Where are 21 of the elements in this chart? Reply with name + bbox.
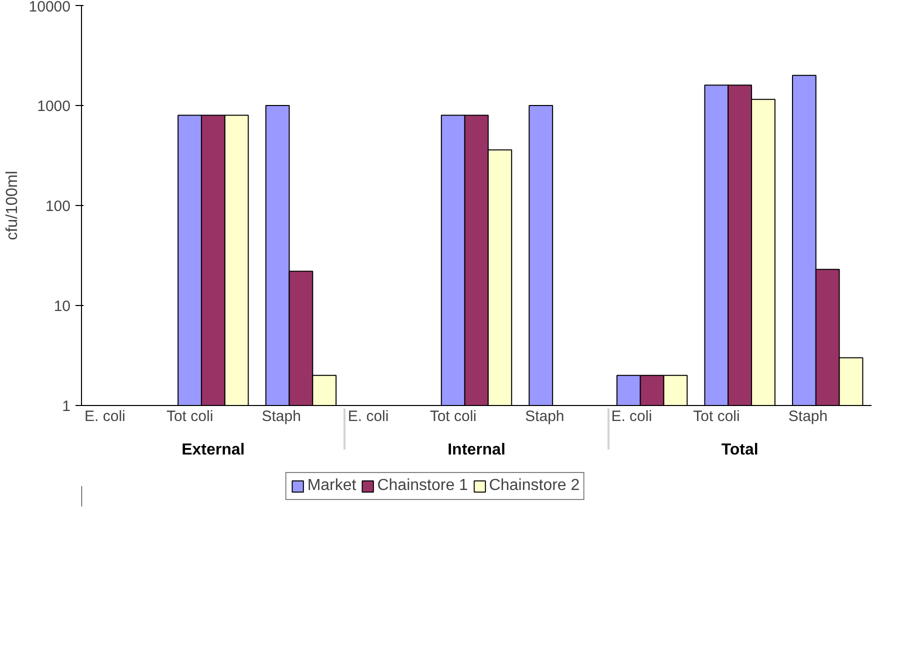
x-tick-label: E. coli [84, 408, 126, 425]
y-axis-title: cfu/100ml [4, 170, 21, 240]
x-tick-label: Tot coli [166, 408, 214, 425]
y-tick-label: 1000 [37, 98, 71, 115]
text: External [182, 442, 245, 458]
x-tick-label: Staph [788, 408, 828, 425]
x-tick-label: Staph [262, 408, 301, 425]
x-tick-label: E. coli [611, 408, 652, 425]
y-tick-label: 10000 [28, 0, 71, 16]
x-tick-label: Tot coli [693, 408, 740, 425]
y-tick-label: 10 [54, 298, 71, 315]
legend-label: Chainstore 2 [488, 477, 580, 495]
x-tick-label: E. coli [348, 408, 389, 425]
text: Total [721, 442, 758, 458]
x-tick-label: Staph [525, 408, 564, 425]
legend-label: Market [307, 477, 356, 495]
legend-label: Chainstore 1 [377, 477, 468, 495]
y-tick-label: 100 [45, 198, 71, 215]
text: Internal [448, 442, 506, 458]
y-tick-label: 1 [62, 398, 70, 415]
x-tick-label: Tot coli [430, 408, 477, 425]
